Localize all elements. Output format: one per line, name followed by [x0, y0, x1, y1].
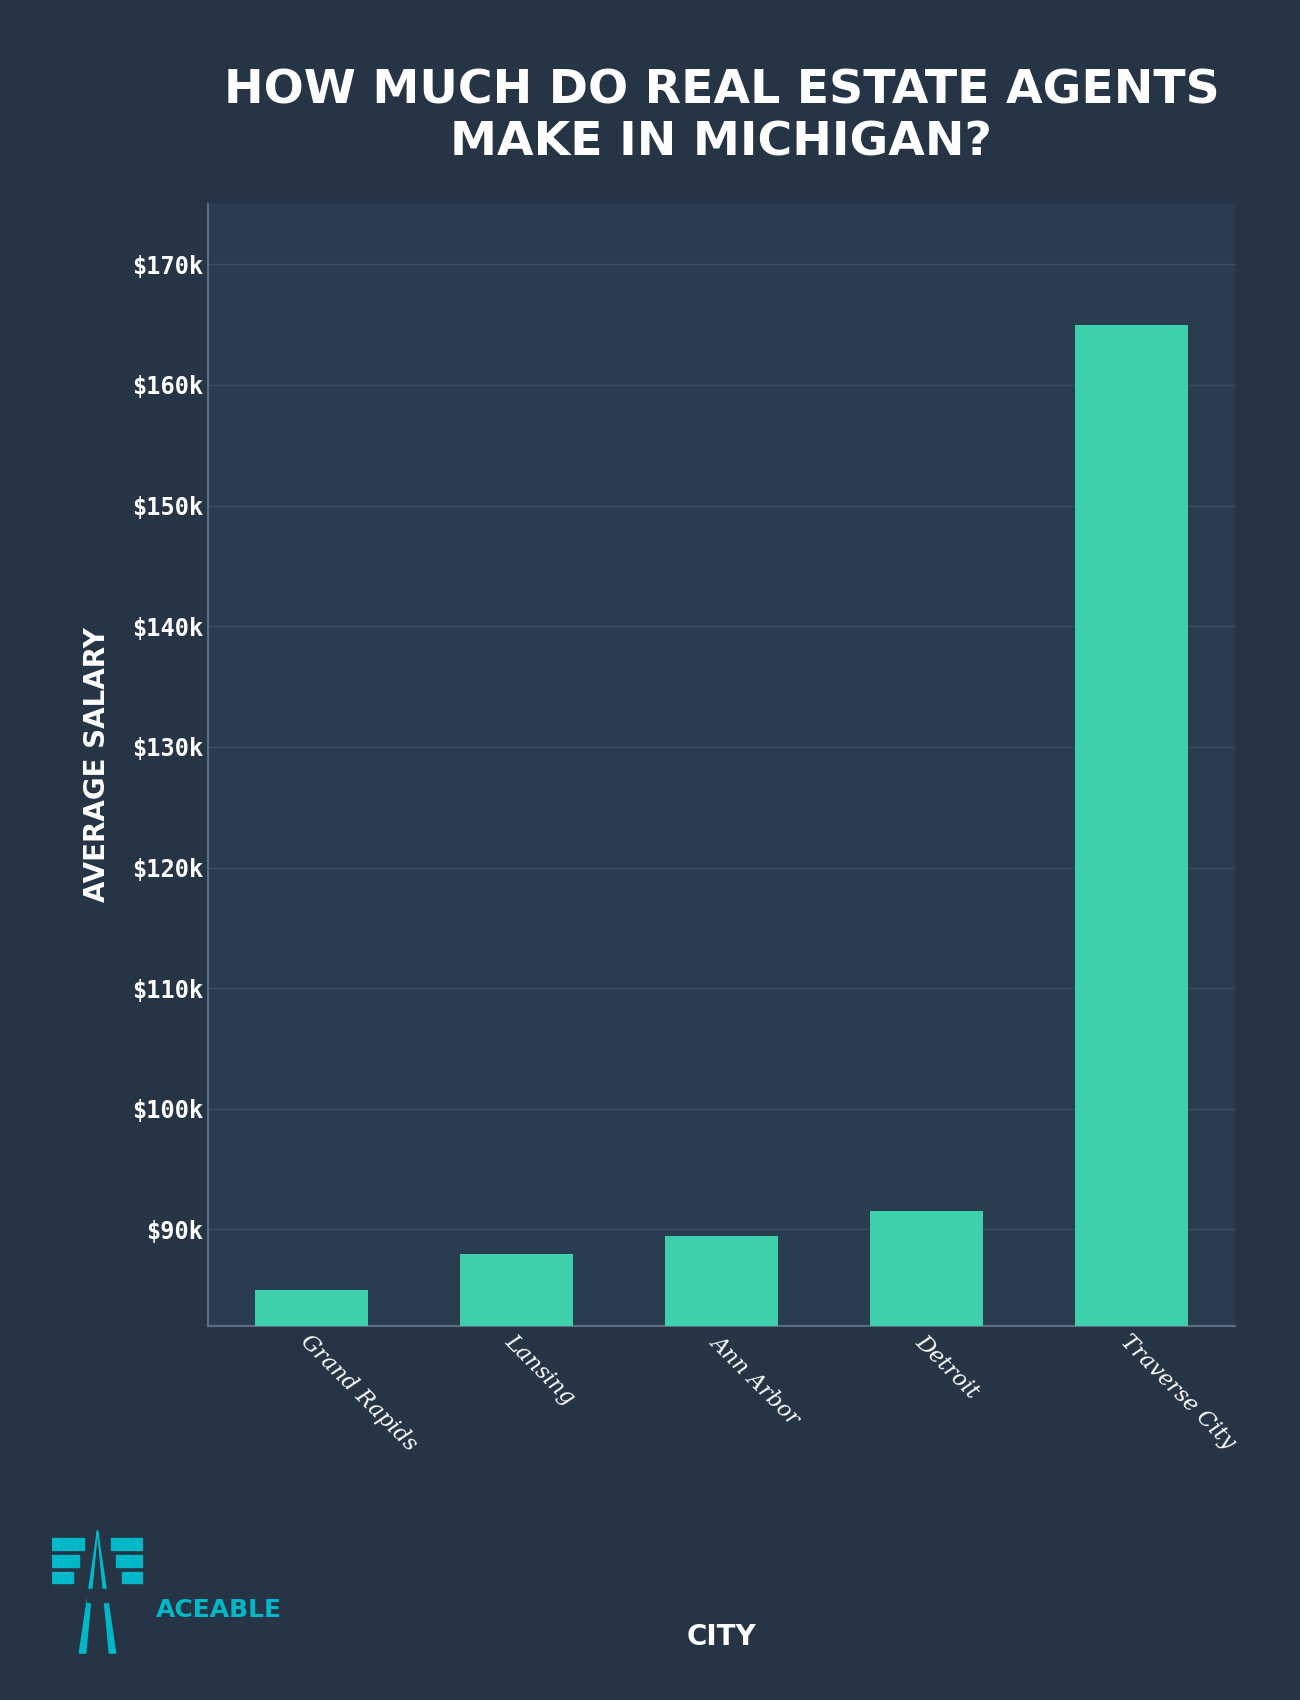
Bar [52, 1538, 83, 1550]
Bar [112, 1538, 143, 1550]
Title: HOW MUCH DO REAL ESTATE AGENTS
MAKE IN MICHIGAN?: HOW MUCH DO REAL ESTATE AGENTS MAKE IN M… [224, 68, 1219, 165]
Polygon shape [79, 1530, 116, 1652]
Text: ACEABLE: ACEABLE [156, 1598, 282, 1622]
Bar [1075, 325, 1188, 1700]
Bar [870, 1212, 983, 1700]
Bar [52, 1572, 73, 1583]
Bar [52, 1556, 79, 1567]
Bar [122, 1572, 143, 1583]
Bar [666, 1236, 777, 1700]
X-axis label: CITY: CITY [686, 1622, 757, 1651]
Polygon shape [90, 1550, 105, 1634]
Bar [116, 1556, 143, 1567]
Y-axis label: AVERAGE SALARY: AVERAGE SALARY [83, 627, 111, 903]
Bar [87, 1588, 108, 1601]
Bar [255, 1290, 368, 1700]
Bar [460, 1253, 573, 1700]
